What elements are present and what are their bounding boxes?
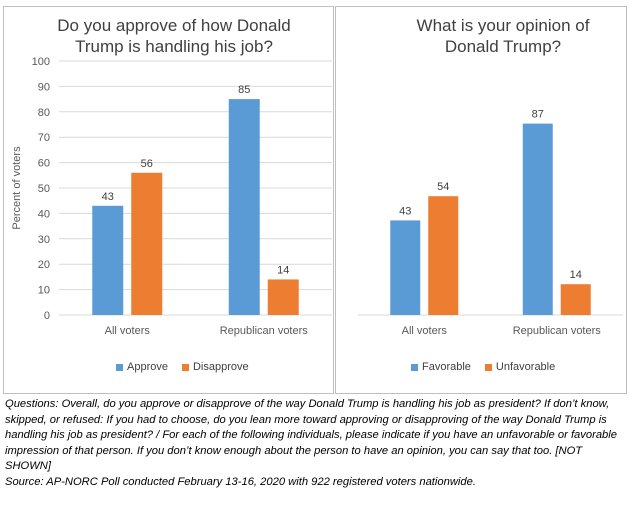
chart-title: What is your opinion of Donald Trump? xyxy=(416,16,590,56)
y-tick-label: 10 xyxy=(38,285,50,297)
data-label: 14 xyxy=(277,264,289,276)
legend-swatch-unfavorable xyxy=(484,363,492,371)
y-tick-label: 0 xyxy=(44,310,50,322)
x-tick-label: Republican voters xyxy=(513,325,602,337)
data-label: 87 xyxy=(532,109,544,121)
source-note: Source: AP-NORC Poll conducted February … xyxy=(5,475,476,488)
data-label: 85 xyxy=(238,84,250,96)
y-tick-label: 80 xyxy=(38,107,50,119)
y-tick-label: 100 xyxy=(32,56,50,68)
bar-disapprove xyxy=(131,172,163,315)
data-label: 54 xyxy=(437,181,449,193)
y-tick-label: 20 xyxy=(38,259,50,271)
data-label: 43 xyxy=(399,205,411,217)
x-tick-label: All voters xyxy=(402,325,448,337)
questions-note: Questions: Overall, do you approve or di… xyxy=(5,398,617,472)
x-tick-label: Republican voters xyxy=(220,325,309,337)
legend-label-approve: Approve xyxy=(127,361,168,373)
legend-item-approve: Approve xyxy=(116,361,168,373)
chart-legend: Approve Disapprove xyxy=(116,361,249,373)
y-tick-label: 90 xyxy=(38,81,50,93)
y-tick-label: 40 xyxy=(38,208,50,220)
bar-unfavorable xyxy=(560,284,591,315)
legend-item-unfavorable: Unfavorable xyxy=(484,361,556,373)
legend-item-disapprove: Disapprove xyxy=(181,361,249,373)
data-label: 56 xyxy=(141,158,153,170)
chart-panel-opinion: What is your opinion of Donald Trump? 43… xyxy=(335,6,627,394)
bar-disapprove xyxy=(267,279,299,315)
bar-approve xyxy=(228,99,260,315)
data-label: 14 xyxy=(570,269,582,281)
data-label: 43 xyxy=(102,191,114,203)
y-tick-label: 60 xyxy=(38,158,50,170)
legend-swatch-favorable xyxy=(411,363,418,371)
legend-swatch-disapprove xyxy=(181,363,189,371)
legend-label-favorable: Favorable xyxy=(422,361,471,373)
chart-legend: Favorable Unfavorable xyxy=(411,361,555,373)
chart-notes: Questions: Overall, do you approve or di… xyxy=(5,397,627,490)
bar-approve xyxy=(92,205,124,315)
y-tick-label: 30 xyxy=(38,234,50,246)
legend-item-favorable: Favorable xyxy=(411,361,471,373)
chart-canvas: 43 54 All voters 87 14 Republican voters xyxy=(358,109,623,337)
legend-swatch-approve xyxy=(116,363,123,371)
legend-label-disapprove: Disapprove xyxy=(192,361,249,373)
y-tick-label: 50 xyxy=(38,183,50,195)
y-tick-label: 70 xyxy=(38,132,50,144)
chart-canvas: 0 10 20 30 40 50 60 70 80 90 100 Percent of voters 4… xyxy=(11,56,332,337)
chart-panel-approval: Do you approve of how Donald Trump is ha… xyxy=(3,6,334,394)
bar-unfavorable xyxy=(428,196,459,315)
y-axis-label: Percent of voters xyxy=(11,146,23,230)
bar-favorable xyxy=(390,220,421,315)
bar-favorable xyxy=(522,123,553,315)
legend-label-unfavorable: Unfavorable xyxy=(495,361,556,373)
x-tick-label: All voters xyxy=(105,325,151,337)
chart-title: Do you approve of how Donald Trump is ha… xyxy=(57,16,291,56)
